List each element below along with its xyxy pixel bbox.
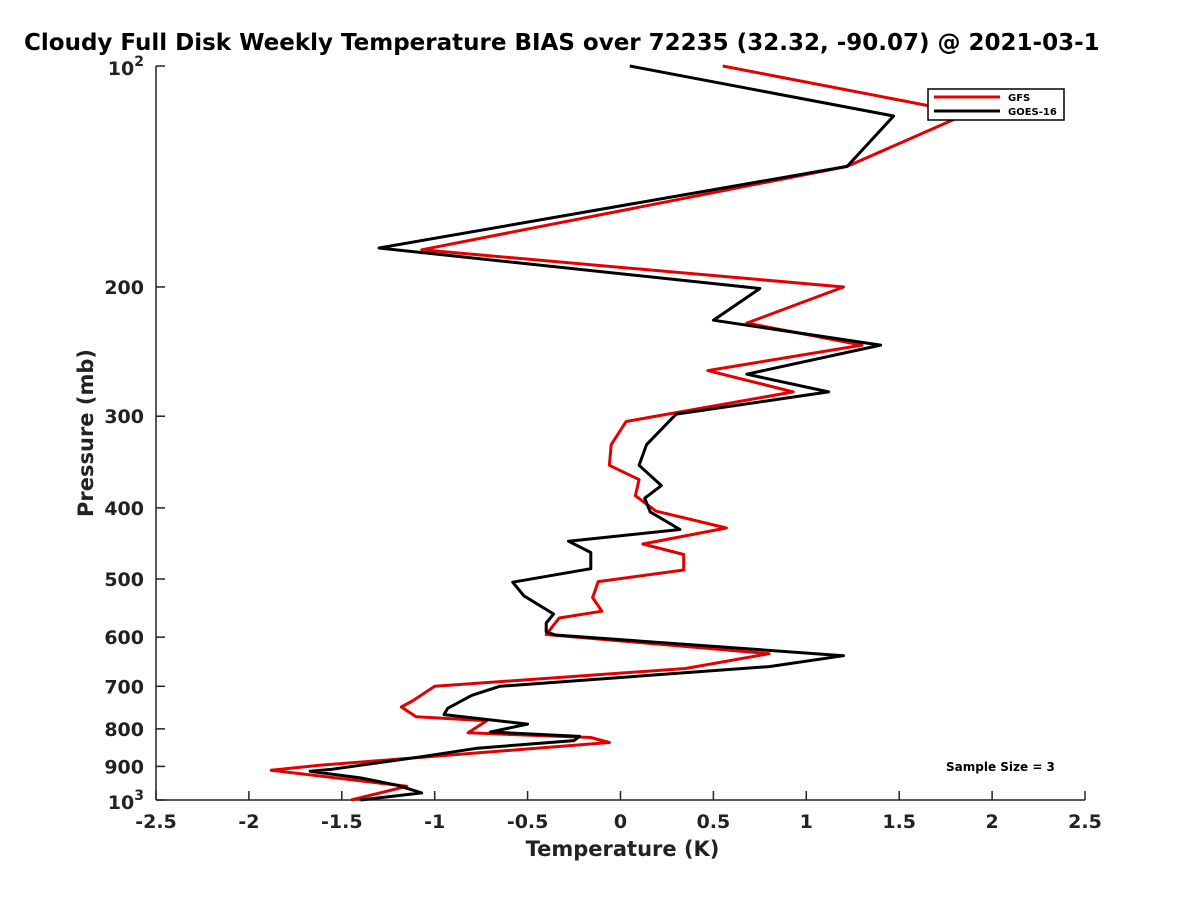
y-tick-label: 200 [104, 277, 144, 299]
y-tick-label-top: 102 [108, 54, 144, 80]
x-tick-label: 0 [614, 811, 627, 833]
y-tick-label-bottom: 103 [108, 788, 144, 814]
legend-entry: GFS [1008, 93, 1030, 104]
y-axis-label: Pressure (mb) [74, 349, 98, 517]
x-tick-label: 2 [985, 811, 998, 833]
y-tick-label: 700 [104, 676, 144, 698]
y-tick-label: 800 [104, 719, 144, 741]
legend-box [927, 88, 1065, 121]
x-tick-label: 1.5 [882, 811, 916, 833]
chart-title: Cloudy Full Disk Weekly Temperature BIAS… [24, 30, 1100, 56]
legend: GFS GOES-16 [927, 88, 1065, 121]
sample-size-annotation: Sample Size = 3 [946, 760, 1055, 774]
y-tick-label: 600 [104, 627, 144, 649]
series-line-goes-16 [308, 64, 896, 802]
x-tick-label: -1.5 [321, 811, 363, 833]
x-tick-label: 0.5 [697, 811, 731, 833]
x-tick-label: -2 [238, 811, 259, 833]
y-tick-label: 400 [104, 498, 144, 520]
x-tick-label: 2.5 [1068, 811, 1102, 833]
x-tick-label: -1 [424, 811, 445, 833]
y-tick-label: 300 [104, 406, 144, 428]
series-layer [269, 64, 970, 802]
legend-entry: GOES-16 [1008, 107, 1057, 118]
axis-labels: -2.5 -2 -1.5 -1 -0.5 0 0.5 1 1.5 2 2.5 200 300 400 500… [74, 54, 1102, 861]
x-tick-label: -2.5 [135, 811, 177, 833]
x-tick-label: -0.5 [507, 811, 549, 833]
y-tick-label: 900 [104, 756, 144, 778]
y-tick-label: 500 [104, 569, 144, 591]
series-line-gfs [269, 64, 970, 802]
axes [155, 65, 1086, 801]
x-tick-label: 1 [800, 811, 813, 833]
x-axis-label: Temperature (K) [526, 837, 720, 861]
